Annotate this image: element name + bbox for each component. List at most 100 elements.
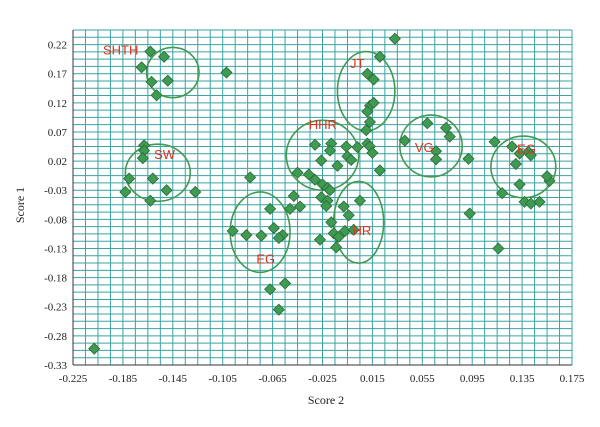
- y-tick-label: 0.07: [48, 127, 68, 139]
- cluster-label: VG: [415, 140, 434, 155]
- data-point: [150, 89, 163, 102]
- cluster-label: SW: [154, 147, 176, 162]
- y-tick-labels: 0.22 0.17 0.12 0.07 0.02 -0.03 -0.08 -0.13 -0.18…: [44, 40, 67, 372]
- data-point: [373, 50, 386, 63]
- data-point: [267, 222, 280, 235]
- data-point: [220, 66, 233, 79]
- data-point: [337, 200, 350, 213]
- data-point: [351, 141, 364, 154]
- x-tick-label: -0.145: [159, 373, 188, 385]
- data-point: [123, 172, 136, 185]
- data-point: [160, 184, 173, 197]
- data-point: [226, 224, 239, 238]
- data-point: [136, 152, 149, 165]
- data-point: [331, 159, 344, 172]
- data-point: [506, 140, 519, 153]
- x-tick-label: -0.185: [109, 373, 138, 385]
- data-point: [398, 134, 411, 147]
- data-point: [189, 185, 202, 199]
- data-point: [293, 200, 307, 213]
- data-point: [488, 135, 501, 148]
- data-point: [255, 229, 268, 242]
- data-point: [361, 105, 374, 118]
- x-tick-label: 0.015: [360, 373, 385, 385]
- data-point: [158, 50, 171, 63]
- data-point: [119, 185, 132, 199]
- data-point: [373, 164, 386, 177]
- grid-lines: [72, 29, 573, 366]
- data-point: [283, 202, 297, 215]
- data-point: [388, 32, 401, 45]
- data-point: [360, 124, 373, 137]
- data-point: [308, 173, 322, 186]
- y-tick-label: -0.08: [44, 214, 67, 226]
- data-point: [320, 199, 333, 213]
- data-point: [367, 73, 380, 86]
- data-point: [272, 231, 285, 245]
- x-tick-label: -0.065: [258, 373, 287, 385]
- data-point: [463, 207, 476, 220]
- data-point: [513, 178, 526, 191]
- y-tick-label: -0.33: [44, 360, 67, 372]
- cluster-label: JT: [350, 56, 365, 71]
- data-point: [291, 166, 304, 179]
- cluster-label: SHTH: [103, 42, 138, 57]
- data-point: [144, 194, 157, 207]
- data-point: [88, 342, 101, 355]
- data-point: [323, 184, 337, 197]
- data-point: [492, 242, 505, 255]
- data-point: [353, 194, 366, 207]
- data-point: [363, 115, 376, 129]
- data-point: [347, 223, 360, 236]
- data-point: [146, 172, 159, 185]
- cluster-ellipse: [145, 46, 200, 99]
- x-tick-label: -0.225: [59, 373, 88, 385]
- data-point: [144, 45, 157, 58]
- data-points: [88, 32, 556, 355]
- data-point: [145, 75, 158, 88]
- data-point: [272, 303, 285, 316]
- y-tick-label: -0.03: [44, 185, 67, 197]
- data-point: [421, 117, 434, 130]
- data-point: [496, 187, 509, 200]
- data-point: [345, 153, 358, 166]
- data-point: [462, 152, 475, 165]
- y-tick-label: -0.23: [44, 302, 67, 314]
- x-axis-label: Score 2: [308, 393, 344, 407]
- x-tick-label: -0.025: [308, 373, 337, 385]
- y-tick-label: -0.13: [44, 243, 67, 255]
- data-point: [240, 229, 253, 242]
- cluster-label: EG: [517, 142, 536, 157]
- data-point: [325, 216, 338, 229]
- data-point: [332, 230, 345, 243]
- data-point: [429, 153, 443, 166]
- data-point: [244, 171, 257, 184]
- y-tick-label: 0.17: [48, 69, 68, 81]
- x-tick-label: 0.055: [410, 373, 435, 385]
- data-point: [264, 283, 277, 296]
- data-point: [287, 189, 300, 203]
- data-point: [361, 67, 374, 80]
- y-tick-label: 0.12: [48, 98, 67, 110]
- x-tick-label: 0.135: [510, 373, 535, 385]
- data-point: [509, 157, 522, 171]
- cluster-ellipse: [399, 114, 464, 178]
- data-point: [439, 121, 453, 134]
- data-point: [340, 140, 353, 153]
- cluster-labels: SHTH SW EG HHR JT HR VG EG: [103, 42, 536, 266]
- data-point: [308, 138, 322, 151]
- data-point: [366, 146, 379, 159]
- data-point: [313, 233, 327, 246]
- x-tick-labels: -0.225 -0.185 -0.145 -0.105 -0.065 -0.025 0.01…: [59, 373, 585, 385]
- data-point: [367, 96, 380, 109]
- y-tick-label: 0.02: [48, 156, 67, 168]
- cluster-label: HR: [352, 223, 371, 238]
- data-point: [540, 170, 554, 183]
- cluster-label: EG: [256, 252, 275, 267]
- y-tick-label: -0.28: [44, 331, 67, 343]
- data-point: [264, 202, 277, 215]
- data-point: [161, 74, 174, 87]
- data-point: [279, 277, 292, 290]
- data-point: [323, 144, 337, 157]
